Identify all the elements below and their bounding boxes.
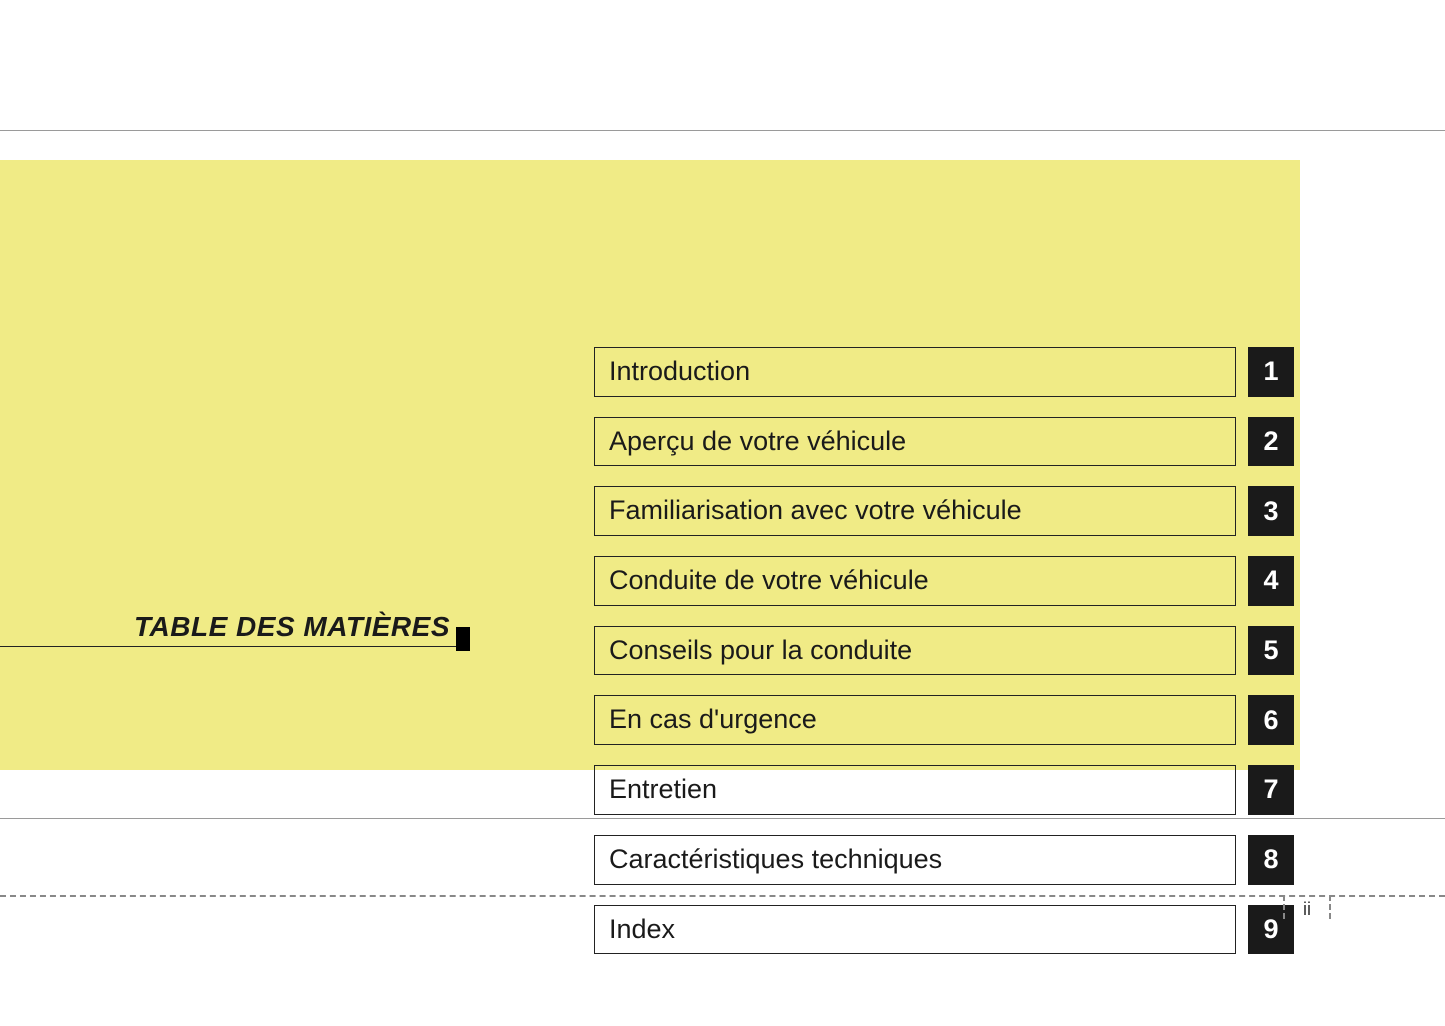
toc-label: Introduction (594, 347, 1236, 397)
rule-top (0, 130, 1445, 131)
toc-number-tab: 2 (1248, 417, 1294, 467)
toc-panel: TABLE DES MATIÈRES Introduction 1 Aperçu… (0, 160, 1300, 770)
toc-title-block: TABLE DES MATIÈRES (0, 605, 470, 645)
toc-row: Caractéristiques techniques 8 (594, 835, 1294, 885)
toc-number-tab: 3 (1248, 486, 1294, 536)
rule-bottom (0, 818, 1445, 819)
toc-label: En cas d'urgence (594, 695, 1236, 745)
toc-row: Index 9 (594, 905, 1294, 955)
toc-row: Familiarisation avec votre véhicule 3 (594, 486, 1294, 536)
toc-label: Conduite de votre véhicule (594, 556, 1236, 606)
toc-list: Introduction 1 Aperçu de votre véhicule … (594, 347, 1294, 974)
toc-number-tab: 4 (1248, 556, 1294, 606)
toc-number-tab: 7 (1248, 765, 1294, 815)
toc-number-tab: 5 (1248, 626, 1294, 676)
toc-label: Index (594, 905, 1236, 955)
title-underline (0, 646, 470, 647)
toc-label: Conseils pour la conduite (594, 626, 1236, 676)
toc-label: Familiarisation avec votre véhicule (594, 486, 1236, 536)
toc-number-tab: 8 (1248, 835, 1294, 885)
toc-label: Aperçu de votre véhicule (594, 417, 1236, 467)
toc-row: Entretien 7 (594, 765, 1294, 815)
toc-row: Conduite de votre véhicule 4 (594, 556, 1294, 606)
page-number-tab: ii (1283, 895, 1331, 935)
toc-number-tab: 6 (1248, 695, 1294, 745)
toc-row: Aperçu de votre véhicule 2 (594, 417, 1294, 467)
toc-number-tab: 1 (1248, 347, 1294, 397)
toc-label: Entretien (594, 765, 1236, 815)
toc-title: TABLE DES MATIÈRES (134, 611, 450, 643)
page-number: ii (1283, 899, 1331, 920)
manual-toc-page: TABLE DES MATIÈRES Introduction 1 Aperçu… (0, 0, 1445, 1026)
cut-line (0, 895, 1445, 897)
toc-label: Caractéristiques techniques (594, 835, 1236, 885)
toc-row: Conseils pour la conduite 5 (594, 626, 1294, 676)
title-end-marker (456, 627, 470, 651)
toc-row: Introduction 1 (594, 347, 1294, 397)
toc-row: En cas d'urgence 6 (594, 695, 1294, 745)
